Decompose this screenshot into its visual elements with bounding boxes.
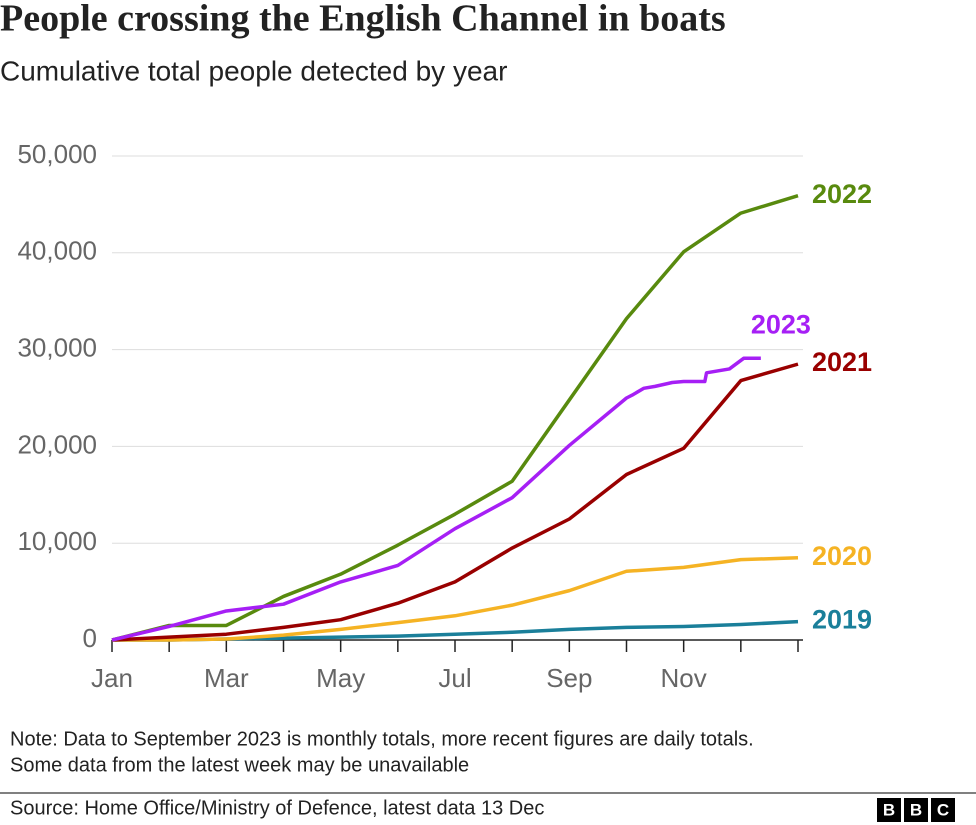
x-tick-label: May [316,663,365,693]
source: Source: Home Office/Ministry of Defence,… [10,797,544,819]
legend-label: 2021 [812,347,872,377]
logo-letter: B [910,800,922,819]
legend-label: 2023 [751,309,811,339]
x-tick-label: Jan [91,663,133,693]
legend-label: 2022 [812,179,872,209]
legend-label: 2020 [812,541,872,571]
legend-label: 2019 [812,605,872,635]
series-line [111,362,799,642]
chart-title: People crossing the English Channel in b… [0,0,726,40]
y-tick-label: 30,000 [17,332,97,362]
logo-letter: B [883,800,895,819]
chart-subtitle: Cumulative total people detected by year [0,55,507,86]
logo-box [931,798,955,822]
series-line [111,194,799,642]
y-tick-label: 10,000 [17,526,97,556]
logo: B B C [877,798,955,822]
y-tick-label: 20,000 [17,429,97,459]
x-tick-label: Mar [204,663,249,693]
y-tick-label: 0 [83,623,97,653]
x-tick-label: Sep [546,663,592,693]
series-line [111,356,761,642]
x-tick-label: Jul [438,663,471,693]
x-tick-label: Nov [661,663,707,693]
logo-letter: C [937,800,949,819]
series-line [112,555,799,642]
note: Note: Data to September 2023 is monthly … [10,728,754,750]
y-tick-label: 40,000 [17,236,97,266]
note: Some data from the latest week may be un… [10,754,469,776]
logo-box [877,798,901,822]
y-tick-label: 50,000 [17,139,97,169]
logo-box [904,798,928,822]
